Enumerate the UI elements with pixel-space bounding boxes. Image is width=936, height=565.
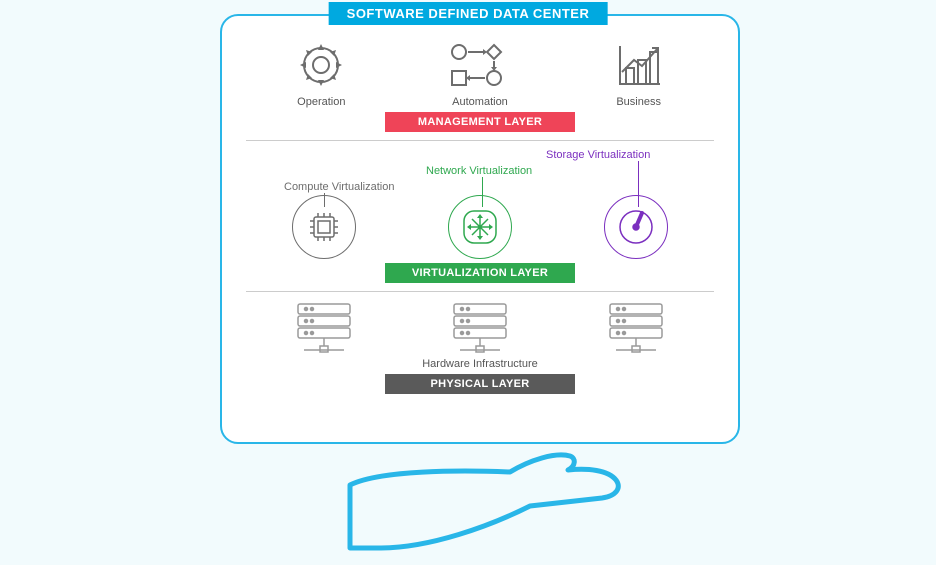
hardware-caption: Hardware Infrastructure	[246, 358, 714, 370]
operation-label: Operation	[297, 96, 345, 108]
operation-item: Operation	[294, 38, 348, 108]
sddc-card: Operation Automation	[220, 14, 740, 444]
storage-virt-label: Storage Virtualization	[546, 149, 650, 161]
business-item: Business	[612, 38, 666, 108]
hardware-row	[246, 300, 714, 356]
automation-label: Automation	[452, 96, 508, 108]
title-tab: SOFTWARE DEFINED DATA CENTER	[329, 2, 608, 25]
storage-virt-icon	[604, 195, 668, 259]
server-icon	[440, 300, 520, 356]
server-icon	[284, 300, 364, 356]
server-icon	[596, 300, 676, 356]
divider-2	[246, 291, 714, 292]
network-line	[482, 177, 483, 207]
network-virt-icon	[448, 195, 512, 259]
virtualization-badge: VIRTUALIZATION LAYER	[385, 263, 575, 283]
divider-1	[246, 140, 714, 141]
business-label: Business	[616, 96, 661, 108]
physical-badge: PHYSICAL LAYER	[385, 374, 575, 394]
automation-item: Automation	[445, 38, 515, 108]
management-row: Operation Automation	[246, 38, 714, 108]
compute-line	[324, 193, 325, 207]
automation-icon	[445, 38, 515, 92]
operation-icon	[294, 38, 348, 92]
management-badge: MANAGEMENT LAYER	[385, 112, 575, 132]
virt-icons	[246, 195, 714, 259]
virt-labels: Storage Virtualization Network Virtualiz…	[246, 149, 714, 193]
diagram-stage: SOFTWARE DEFINED DATA CENTER Operation	[0, 0, 936, 561]
storage-line	[638, 161, 639, 207]
hand-icon	[340, 430, 630, 565]
business-icon	[612, 38, 666, 92]
network-virt-label: Network Virtualization	[426, 165, 532, 177]
compute-virt-label: Compute Virtualization	[284, 181, 394, 193]
